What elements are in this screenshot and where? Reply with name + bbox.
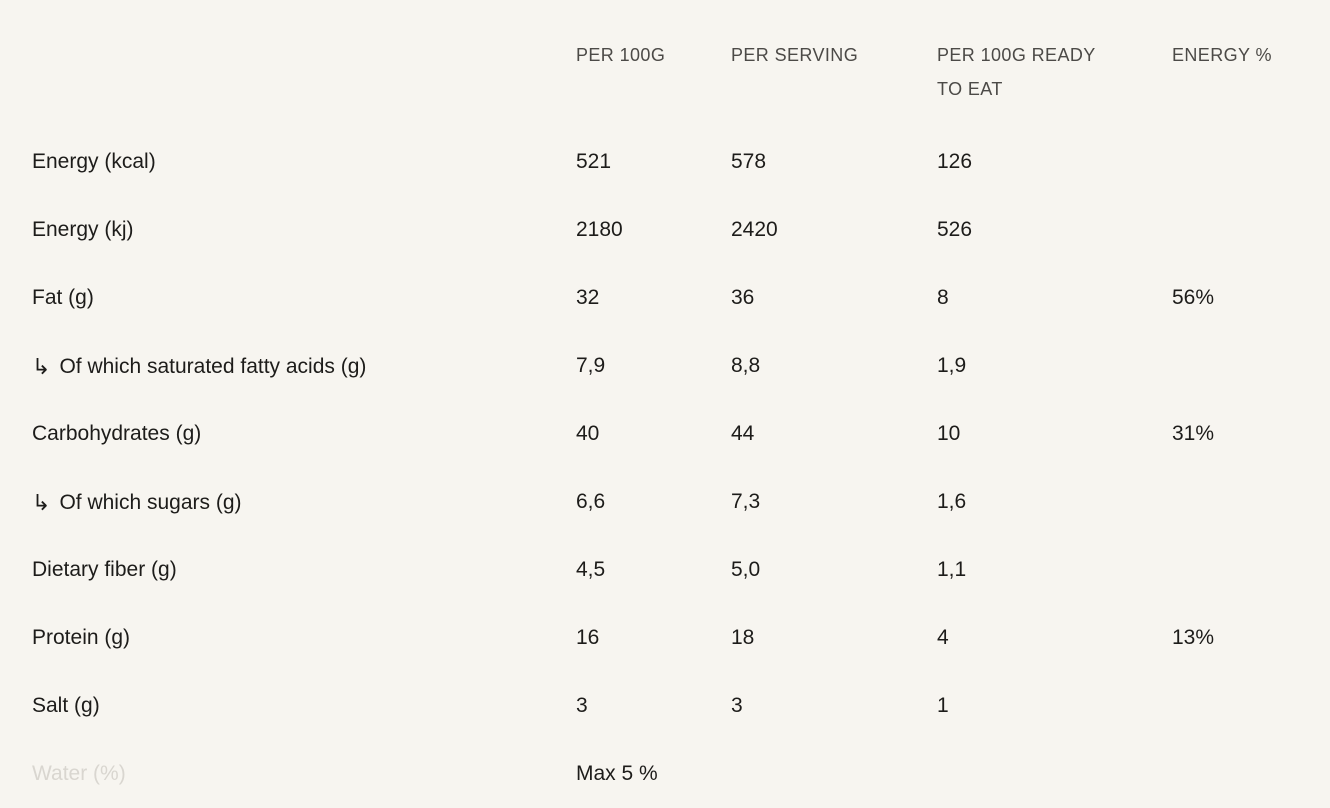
row-label-text: Of which sugars (g) [59, 490, 242, 514]
cell-per-100g-ready-to-eat: 1,9 [937, 354, 967, 377]
table-header-row: PER 100G PER SERVING PER 100G READY TO EAT… [32, 38, 1330, 128]
table-row: Energy (kcal) 521 578 126 [32, 128, 1330, 196]
row-label: Energy (kj) [32, 217, 576, 243]
cell-per-100g: 2180 [576, 218, 623, 241]
row-label-text: Of which saturated fatty acids (g) [59, 354, 367, 378]
row-label-text: Salt (g) [32, 694, 100, 717]
column-header-per-serving: PER SERVING [731, 45, 859, 65]
sub-item-arrow-icon: ↳ [32, 353, 51, 379]
cell-energy-pct: 13% [1172, 626, 1215, 649]
cell-per-100g-ready-to-eat: 1,1 [937, 558, 967, 581]
table-row: ↳ Of which saturated fatty acids (g) 7,9 8,… [32, 332, 1330, 400]
cell-per-100g-ready-to-eat: 8 [937, 286, 949, 309]
row-label: Protein (g) [32, 625, 576, 651]
table-row: Carbohydrates (g) 40 44 10 31% [32, 400, 1330, 468]
cell-per-100g-ready-to-eat: 10 [937, 422, 961, 445]
row-label: Carbohydrates (g) [32, 421, 576, 447]
table-row: Energy (kj) 2180 2420 526 [32, 196, 1330, 264]
cell-per-100g-ready-to-eat: 1,6 [937, 490, 967, 513]
row-label-text: Carbohydrates (g) [32, 422, 202, 445]
column-header-per-100g: PER 100G [576, 45, 666, 65]
row-label-text: Protein (g) [32, 626, 131, 649]
cell-per-100g: 3 [576, 694, 588, 717]
row-label-text: Water (%) [32, 762, 126, 785]
row-label-text: Fat (g) [32, 286, 94, 309]
row-label: Energy (kcal) [32, 149, 576, 175]
cell-per-100g: 521 [576, 150, 612, 173]
row-label-text: Energy (kcal) [32, 150, 156, 173]
cell-per-100g: Max 5 % [576, 762, 658, 785]
cell-per-100g-ready-to-eat: 1 [937, 694, 949, 717]
cell-per-serving: 8,8 [731, 354, 761, 377]
table-row: Fat (g) 32 36 8 56% [32, 264, 1330, 332]
cell-per-100g: 4,5 [576, 558, 606, 581]
row-label: Dietary fiber (g) [32, 557, 576, 583]
cell-energy-pct: 56% [1172, 286, 1215, 309]
row-label-text: Dietary fiber (g) [32, 558, 177, 581]
table-row: Protein (g) 16 18 4 13% [32, 604, 1330, 672]
cell-per-serving: 36 [731, 286, 755, 309]
row-label: Salt (g) [32, 693, 576, 719]
cell-per-100g: 40 [576, 422, 600, 445]
table-row: Water (%) Max 5 % [32, 740, 1330, 808]
cell-per-100g-ready-to-eat: 4 [937, 626, 949, 649]
row-label: Fat (g) [32, 285, 576, 311]
table-row: ↳ Of which sugars (g) 6,6 7,3 1,6 [32, 468, 1330, 536]
row-label: Water (%) [32, 761, 576, 787]
cell-per-serving: 44 [731, 422, 755, 445]
cell-per-serving: 7,3 [731, 490, 761, 513]
cell-per-100g: 32 [576, 286, 600, 309]
cell-per-serving: 2420 [731, 218, 778, 241]
row-label: ↳ Of which sugars (g) [32, 489, 576, 516]
cell-per-100g: 16 [576, 626, 600, 649]
cell-per-100g-ready-to-eat: 526 [937, 218, 973, 241]
cell-per-serving: 3 [731, 694, 743, 717]
cell-per-100g: 6,6 [576, 490, 606, 513]
column-header-per-100g-ready-to-eat: PER 100G READY TO EAT [937, 45, 1096, 99]
cell-per-serving: 578 [731, 150, 767, 173]
row-label: ↳ Of which saturated fatty acids (g) [32, 353, 576, 380]
sub-item-arrow-icon: ↳ [32, 489, 51, 515]
table-row: Salt (g) 3 3 1 [32, 672, 1330, 740]
cell-per-100g: 7,9 [576, 354, 606, 377]
cell-energy-pct: 31% [1172, 422, 1215, 445]
table-row: Dietary fiber (g) 4,5 5,0 1,1 [32, 536, 1330, 604]
row-label-text: Energy (kj) [32, 218, 134, 241]
cell-per-serving: 5,0 [731, 558, 761, 581]
cell-per-serving: 18 [731, 626, 755, 649]
cell-per-100g-ready-to-eat: 126 [937, 150, 973, 173]
column-header-energy-pct: ENERGY % [1172, 45, 1272, 65]
table-body: Energy (kcal) 521 578 126 Energy (kj) 2180 242… [32, 128, 1330, 808]
